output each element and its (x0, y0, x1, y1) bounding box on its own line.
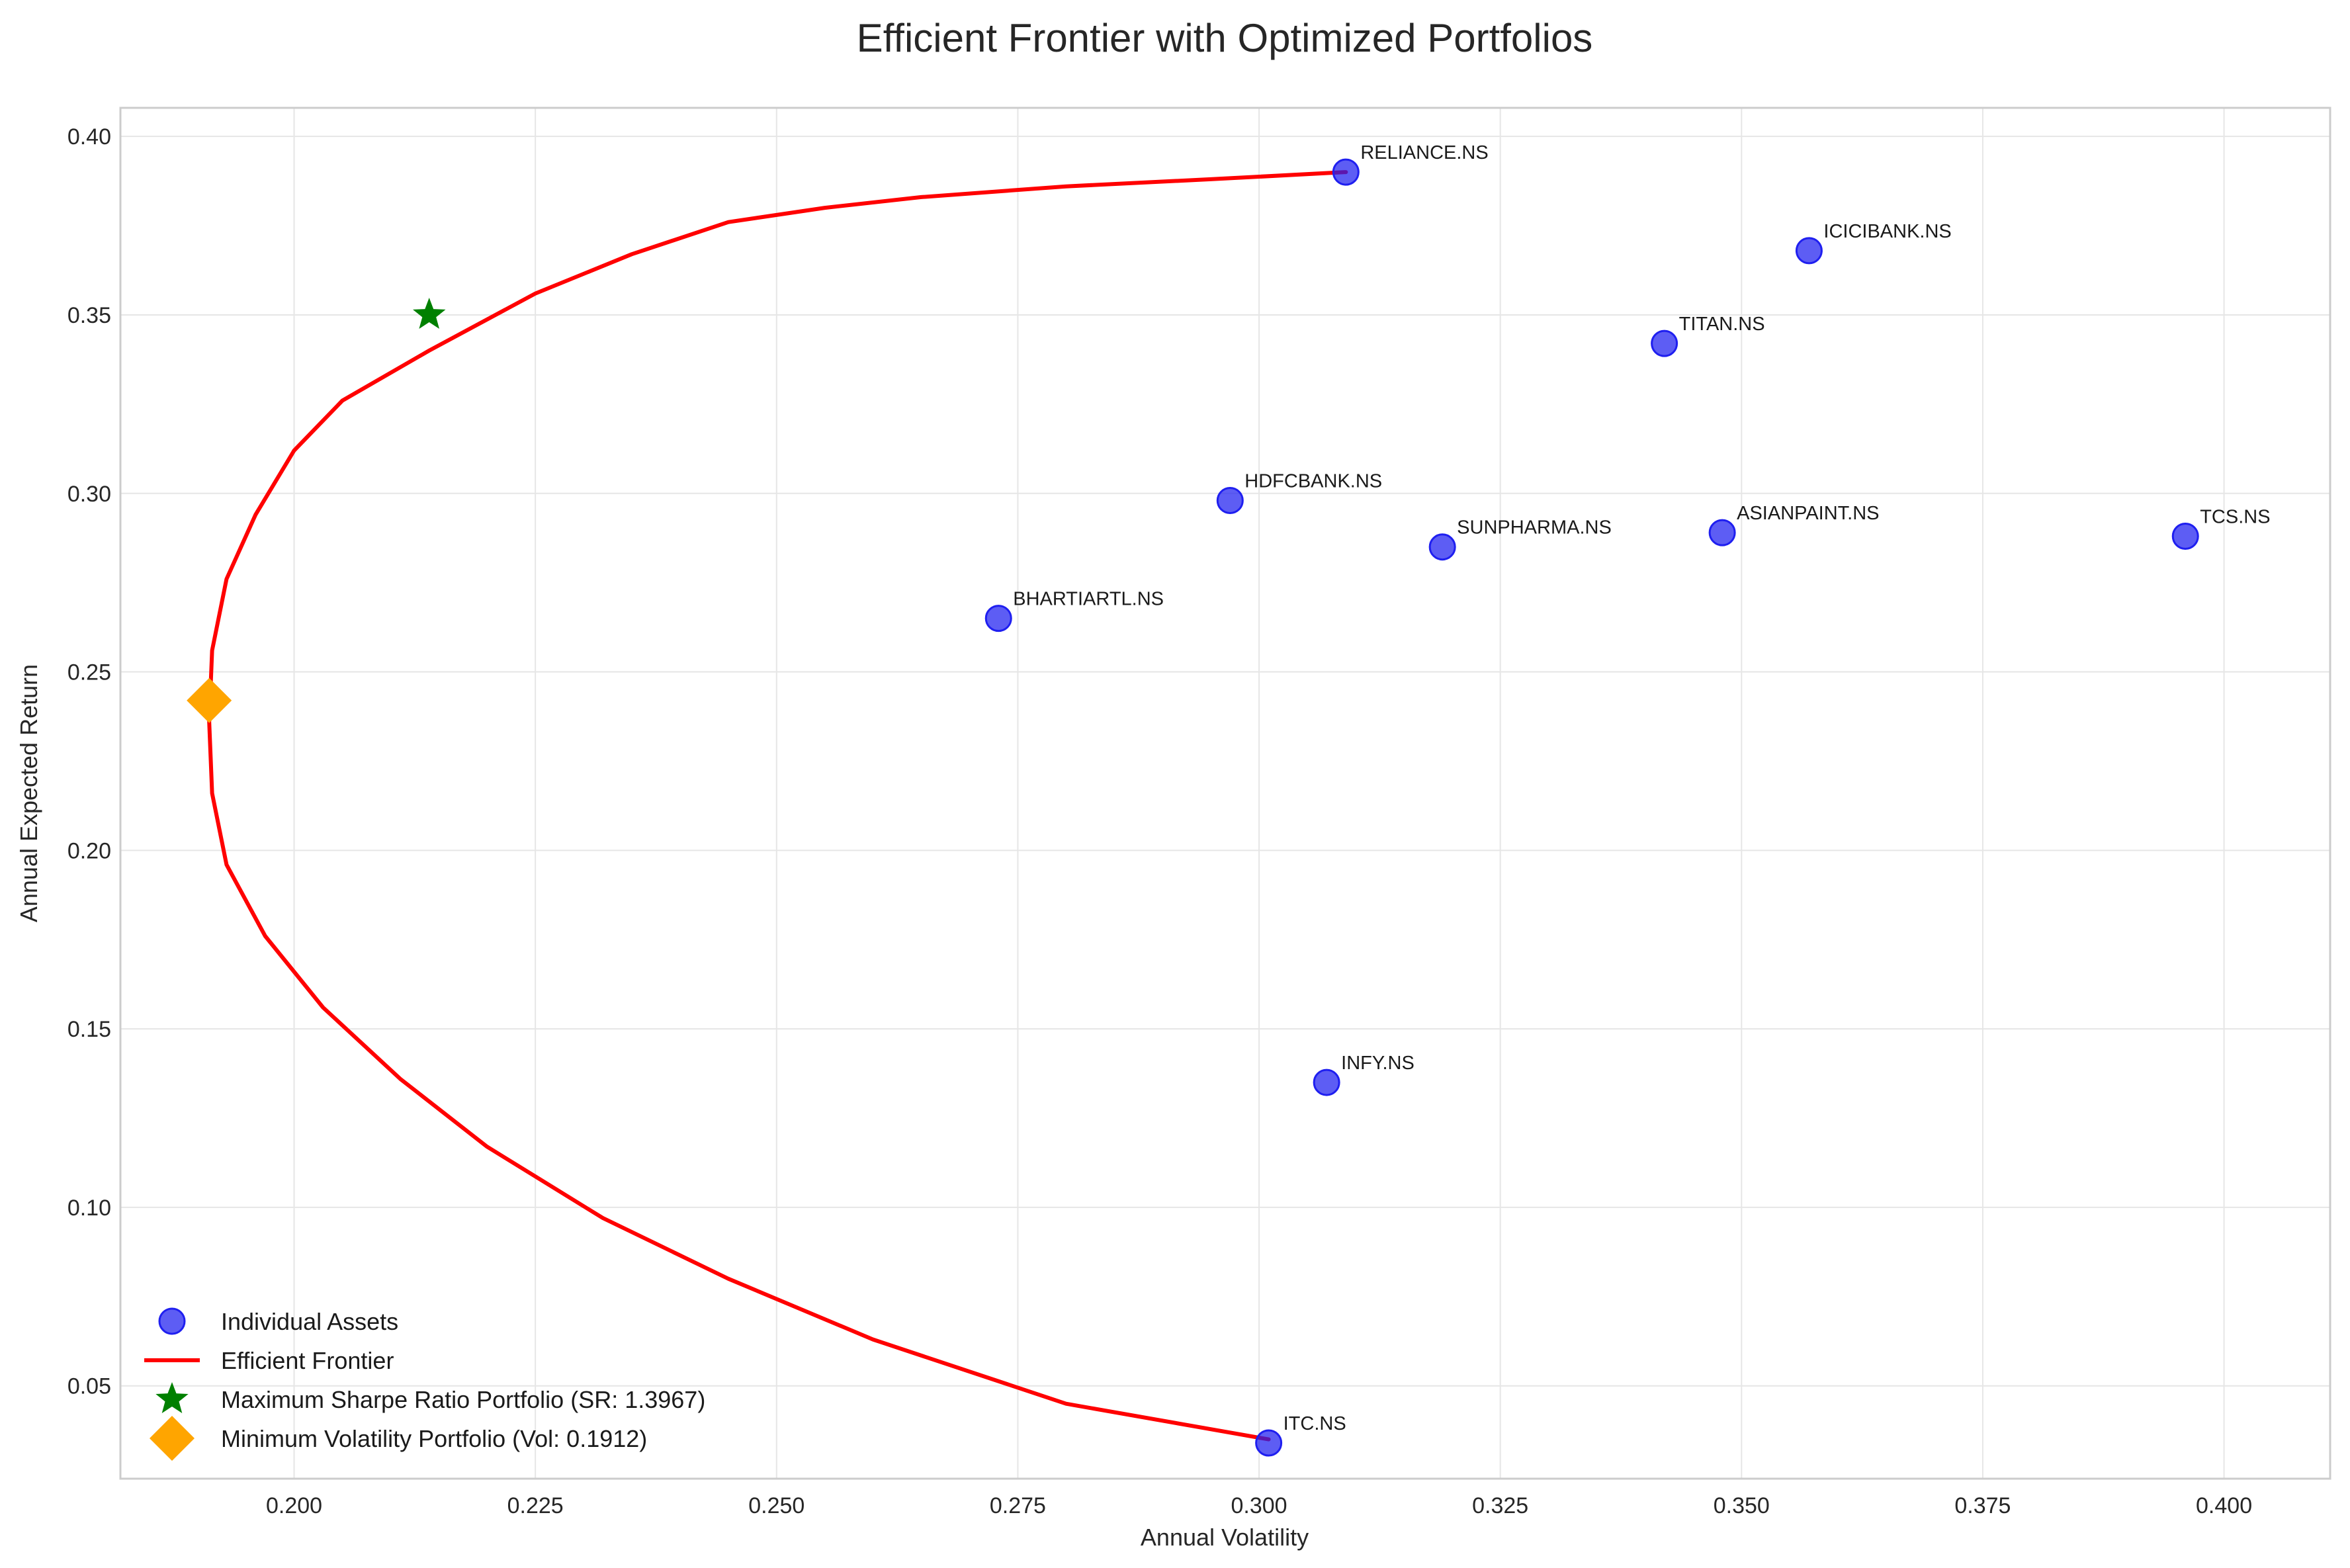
plot-frame (119, 107, 2331, 1480)
asset-point (1795, 237, 1823, 265)
asset-point (1708, 519, 1736, 546)
legend-label: Minimum Volatility Portfolio (Vol: 0.191… (221, 1425, 647, 1452)
asset-point (1255, 1429, 1283, 1457)
x-tick-label: 0.200 (266, 1493, 322, 1518)
y-tick-label: 0.30 (67, 482, 111, 507)
asset-label: RELIANCE.NS (1360, 142, 1488, 163)
asset-label: TITAN.NS (1679, 314, 1765, 335)
y-tick-label: 0.10 (67, 1196, 111, 1221)
legend-label: Individual Assets (221, 1308, 398, 1335)
y-axis-label: Annual Expected Return (15, 664, 42, 922)
x-tick-label: 0.350 (1714, 1493, 1770, 1518)
legend: Individual Assets Efficient Frontier Maxim… (144, 1307, 705, 1461)
asset-point (2171, 523, 2199, 550)
chart-title: Efficient Frontier with Optimized Portfo… (857, 16, 1593, 60)
asset-points: RELIANCE.NS ICICIBANK.NS TITAN.NS HDFCBANK.… (984, 142, 2271, 1457)
asset-point (1651, 329, 1678, 357)
y-axis-ticks: 0.05 0.10 0.15 0.20 0.25 0.30 0.35 0.40 (67, 124, 111, 1399)
asset-label: ICICIBANK.NS (1823, 221, 1951, 242)
grid-lines (120, 108, 2330, 1479)
x-axis-label: Annual Volatility (1141, 1524, 1309, 1551)
x-tick-label: 0.250 (748, 1493, 805, 1518)
asset-label: ASIANPAINT.NS (1737, 503, 1879, 524)
x-tick-label: 0.325 (1472, 1493, 1528, 1518)
asset-label: BHARTIARTL.NS (1013, 589, 1164, 610)
asset-label: SUNPHARMA.NS (1457, 517, 1612, 539)
x-tick-label: 0.375 (1954, 1493, 2011, 1518)
asset-point (1216, 487, 1244, 515)
efficient-frontier-line (207, 170, 1348, 1442)
asset-point (1428, 533, 1456, 561)
asset-label: INFY.NS (1341, 1053, 1414, 1074)
x-tick-label: 0.400 (2196, 1493, 2252, 1518)
legend-assets-marker (158, 1307, 186, 1335)
x-tick-label: 0.275 (990, 1493, 1046, 1518)
asset-label: HDFCBANK.NS (1244, 471, 1382, 492)
asset-point (984, 605, 1012, 632)
y-tick-label: 0.20 (67, 838, 111, 863)
y-tick-label: 0.05 (67, 1374, 111, 1399)
x-axis-ticks: 0.200 0.225 0.250 0.275 0.300 0.325 0.350 0.375… (266, 1493, 2252, 1518)
frontier-layer (207, 170, 1348, 1442)
x-tick-label: 0.300 (1231, 1493, 1287, 1518)
min-volatility-diamond-marker (187, 677, 232, 723)
y-tick-label: 0.40 (67, 124, 111, 150)
y-tick-label: 0.25 (67, 660, 111, 685)
legend-max-sharpe-marker (155, 1382, 189, 1413)
portfolio-markers (187, 298, 446, 723)
y-tick-label: 0.15 (67, 1017, 111, 1042)
x-tick-label: 0.225 (507, 1493, 564, 1518)
asset-point (1313, 1068, 1340, 1096)
asset-label: ITC.NS (1284, 1413, 1346, 1434)
asset-point (1332, 158, 1360, 186)
max-sharpe-star-marker (413, 298, 446, 329)
legend-label: Maximum Sharpe Ratio Portfolio (SR: 1.39… (221, 1386, 705, 1413)
legend-label: Efficient Frontier (221, 1347, 394, 1374)
y-tick-label: 0.35 (67, 303, 111, 328)
legend-min-vol-marker (150, 1416, 195, 1461)
asset-label: TCS.NS (2200, 507, 2270, 528)
